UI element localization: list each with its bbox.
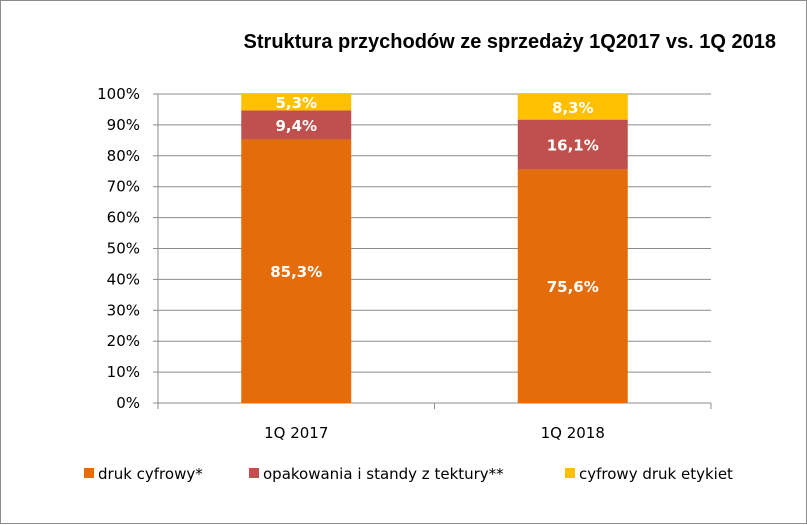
data-label: 85,3% (270, 263, 322, 281)
bar-segment (517, 119, 628, 170)
legend-label: druk cyfrowy* (98, 465, 203, 483)
x-category-label: 1Q 2017 (264, 424, 328, 442)
legend-swatch (249, 468, 259, 478)
x-category-label: 1Q 2018 (541, 424, 605, 442)
data-label: 16,1% (547, 137, 599, 155)
bar-segment (241, 110, 352, 140)
gridlines (158, 93, 711, 373)
y-tick-label: 50% (107, 240, 140, 258)
y-tick-label: 30% (107, 301, 140, 319)
legend-label: opakowania i standy z tektury** (263, 465, 504, 483)
data-label: 5,3% (275, 94, 317, 112)
legend-label: cyfrowy druk etykiet (579, 465, 733, 483)
data-label: 9,4% (275, 117, 317, 135)
chart-title: Struktura przychodów ze sprzedaży 1Q2017… (244, 31, 776, 53)
data-labels: 85,3% 9,4% 5,3% 75,6% 16,1% 8,3% (270, 94, 599, 296)
legend-swatch (565, 468, 575, 478)
bar-segment (517, 94, 628, 120)
y-axis-ticks: 0% 10% 20% 30% 40% 50% 60% 70% 80% 90% 100% (97, 85, 140, 412)
legend-swatch (84, 468, 94, 478)
y-tick-label: 80% (107, 147, 140, 165)
y-tick-label: 0% (116, 394, 140, 412)
data-label: 75,6% (547, 278, 599, 296)
legend: druk cyfrowy* opakowania i standy z tektu… (84, 465, 733, 483)
y-tick-label: 10% (107, 363, 140, 381)
y-tick-label: 100% (97, 85, 140, 103)
bar-segment (517, 169, 628, 403)
y-tick-label: 70% (107, 178, 140, 196)
x-axis-categories: 1Q 2017 1Q 2018 (264, 424, 605, 442)
y-tick-label: 60% (107, 209, 140, 227)
y-tick-label: 20% (107, 332, 140, 350)
bars (241, 94, 628, 403)
bar-segment (241, 94, 352, 111)
data-label: 8,3% (552, 99, 594, 117)
y-tick-label: 40% (107, 270, 140, 288)
y-tick-label: 90% (107, 116, 140, 134)
bar-segment (241, 139, 352, 403)
